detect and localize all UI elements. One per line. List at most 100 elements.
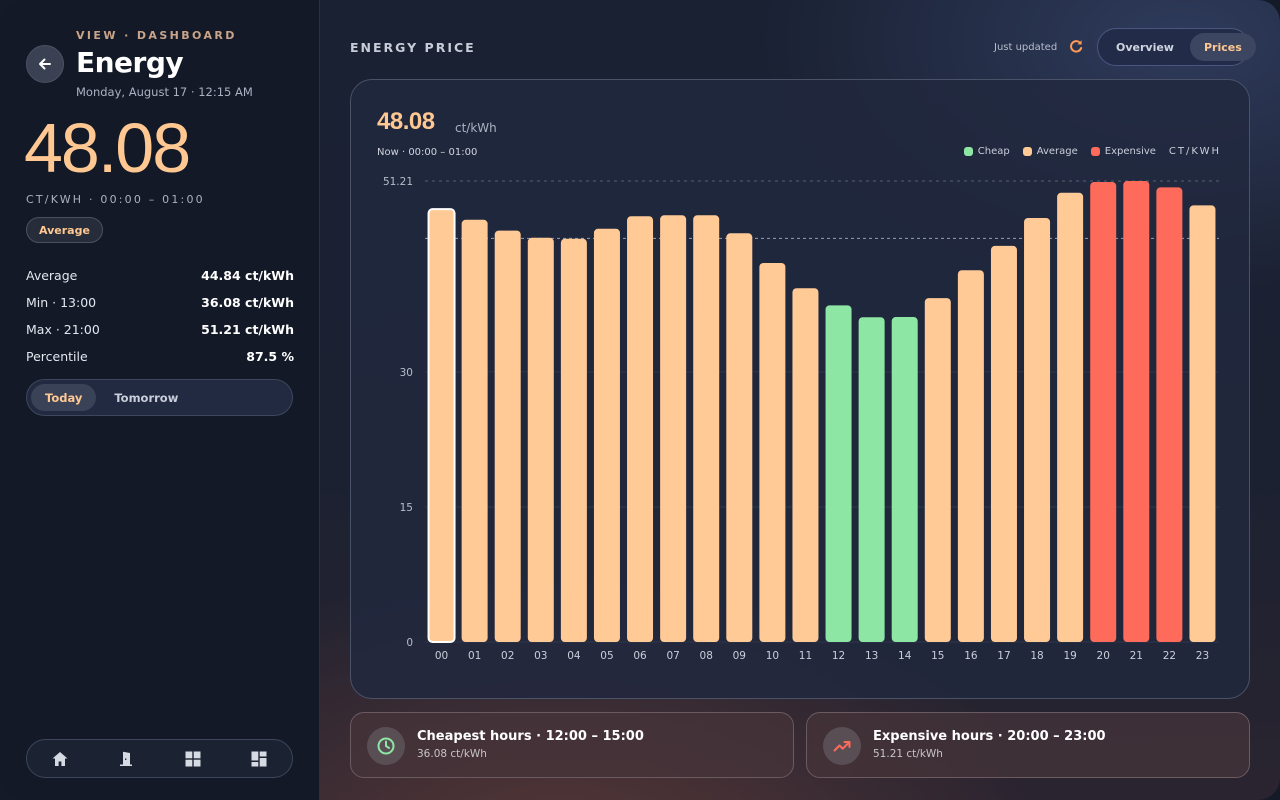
card-title: Cheapest hours · 12:00 – 15:00: [417, 729, 644, 744]
back-button[interactable]: [26, 45, 64, 83]
bar-hour-11[interactable]: [792, 288, 819, 642]
y-tick-label: 51.21: [383, 176, 413, 188]
x-tick-label: 17: [997, 650, 1010, 662]
price-bar-chart: 0 15 30 51.21 00 01 02 03 04 05 06 07 08 09 10 11 12 13 14…: [383, 176, 1219, 662]
stat-label: Min · 13:00: [26, 295, 97, 310]
bar-hour-15[interactable]: [924, 298, 951, 642]
door-icon: [120, 751, 133, 766]
x-tick-label: 14: [898, 650, 912, 662]
stat-value: 36.08 ct/kWh: [201, 295, 294, 310]
grid-icon: [185, 751, 201, 766]
stat-label: Percentile: [26, 349, 88, 364]
dashboard-button[interactable]: [241, 744, 277, 774]
x-tick-label: 04: [567, 650, 581, 662]
tomorrow-tab[interactable]: Tomorrow: [114, 390, 179, 405]
legend-expensive: Expensive: [1090, 146, 1156, 157]
trend-icon-wrap: [823, 727, 861, 765]
bar-hour-19[interactable]: [1057, 192, 1084, 642]
tab-overview[interactable]: Overview: [1116, 40, 1174, 54]
clock-icon: [377, 737, 395, 755]
trending-up-icon: [833, 741, 851, 752]
x-tick-label: 22: [1163, 650, 1176, 662]
x-tick-label: 12: [832, 650, 845, 662]
chart-legend: Cheap Average Expensive CT/KWH: [963, 146, 1221, 157]
card-title: Expensive hours · 20:00 – 23:00: [873, 729, 1106, 744]
legend-label: Cheap: [977, 146, 1010, 157]
bar-hour-17[interactable]: [990, 245, 1017, 642]
day-toggle: Today Tomorrow: [26, 379, 293, 416]
bar-hour-09[interactable]: [726, 233, 753, 642]
stat-value: 44.84 ct/kWh: [201, 268, 294, 283]
stat-label: Max · 21:00: [26, 322, 100, 337]
bar-hour-22[interactable]: [1156, 187, 1183, 642]
x-tick-label: 01: [468, 650, 481, 662]
bar-hour-06[interactable]: [627, 216, 654, 642]
x-tick-label: 20: [1097, 650, 1110, 662]
x-tick-label: 13: [865, 650, 878, 662]
stat-row-percentile: Percentile 87.5 %: [26, 343, 294, 370]
today-tab[interactable]: Today: [31, 384, 97, 411]
bar-hour-07[interactable]: [660, 215, 687, 642]
x-tick-label: 16: [964, 650, 978, 662]
bar-hour-04[interactable]: [560, 238, 587, 642]
rooms-button[interactable]: [108, 744, 144, 774]
bar-hour-21[interactable]: [1123, 181, 1150, 642]
bar-hour-13[interactable]: [858, 317, 885, 642]
legend-swatch: [1022, 147, 1032, 156]
bottom-nav: [26, 739, 293, 778]
legend-average: Average: [1022, 146, 1078, 157]
bar-hour-10[interactable]: [759, 263, 786, 642]
bar-hour-01[interactable]: [461, 219, 488, 642]
unit-range: CT/KWH · 00:00 – 01:00: [26, 193, 205, 206]
bar-hour-03[interactable]: [527, 237, 554, 642]
x-tick-label: 05: [600, 650, 613, 662]
home-icon: [52, 751, 68, 766]
bar-hour-18[interactable]: [1024, 217, 1051, 642]
legend-unit: CT/KWH: [1168, 146, 1221, 157]
expensive-hours-card[interactable]: Expensive hours · 20:00 – 23:00 51.21 ct…: [806, 712, 1250, 778]
stat-value: 87.5 %: [246, 349, 294, 364]
card-subtitle: 51.21 ct/kWh: [873, 748, 943, 760]
bar-hour-00[interactable]: [427, 208, 456, 643]
stat-row-max: Max · 21:00 51.21 ct/kWh: [26, 316, 294, 343]
x-tick-label: 06: [633, 650, 647, 662]
legend-label: Expensive: [1104, 146, 1156, 157]
tab-prices[interactable]: Prices: [1189, 33, 1256, 61]
stat-row-min: Min · 13:00 36.08 ct/kWh: [26, 289, 294, 316]
x-tick-label: 08: [700, 650, 713, 662]
bar-hour-20[interactable]: [1090, 181, 1117, 642]
sidebar: VIEW · DASHBOARD Energy Monday, August 1…: [0, 0, 320, 800]
stat-value: 51.21 ct/kWh: [201, 322, 294, 337]
grid-button[interactable]: [175, 744, 211, 774]
bar-hour-05[interactable]: [593, 228, 620, 643]
dashboard-icon: [251, 751, 267, 766]
cheapest-hours-card[interactable]: Cheapest hours · 12:00 – 15:00 36.08 ct/…: [350, 712, 794, 778]
bar-hour-08[interactable]: [693, 215, 720, 642]
legend-swatch: [1090, 147, 1100, 156]
home-button[interactable]: [42, 744, 78, 774]
x-tick-label: 02: [501, 650, 514, 662]
current-price-large: 48.08: [24, 109, 191, 187]
x-tick-label: 09: [733, 650, 746, 662]
x-tick-label: 10: [766, 650, 779, 662]
bar-hour-16[interactable]: [957, 270, 984, 642]
stat-label: Average: [26, 268, 78, 283]
bar-hour-14[interactable]: [891, 317, 918, 642]
stat-row-average: Average 44.84 ct/kWh: [26, 262, 294, 289]
x-tick-label: 00: [435, 650, 448, 662]
legend-label: Average: [1036, 146, 1078, 157]
view-toggle: Overview Prices: [1097, 28, 1256, 66]
bar-hour-23[interactable]: [1189, 205, 1216, 642]
bar-hour-12[interactable]: [825, 305, 852, 642]
x-tick-label: 21: [1130, 650, 1143, 662]
x-tick-label: 18: [1030, 650, 1043, 662]
y-tick-label: 0: [406, 637, 413, 649]
bar-hour-02[interactable]: [494, 230, 521, 642]
x-tick-label: 23: [1196, 650, 1209, 662]
date-time: Monday, August 17 · 12:15 AM: [76, 85, 253, 99]
refresh-icon[interactable]: [1068, 38, 1084, 54]
x-tick-label: 11: [799, 650, 812, 662]
stats-list: Average 44.84 ct/kWh Min · 13:00 36.08 c…: [26, 262, 294, 370]
current-unit: ct/kWh: [455, 121, 497, 135]
